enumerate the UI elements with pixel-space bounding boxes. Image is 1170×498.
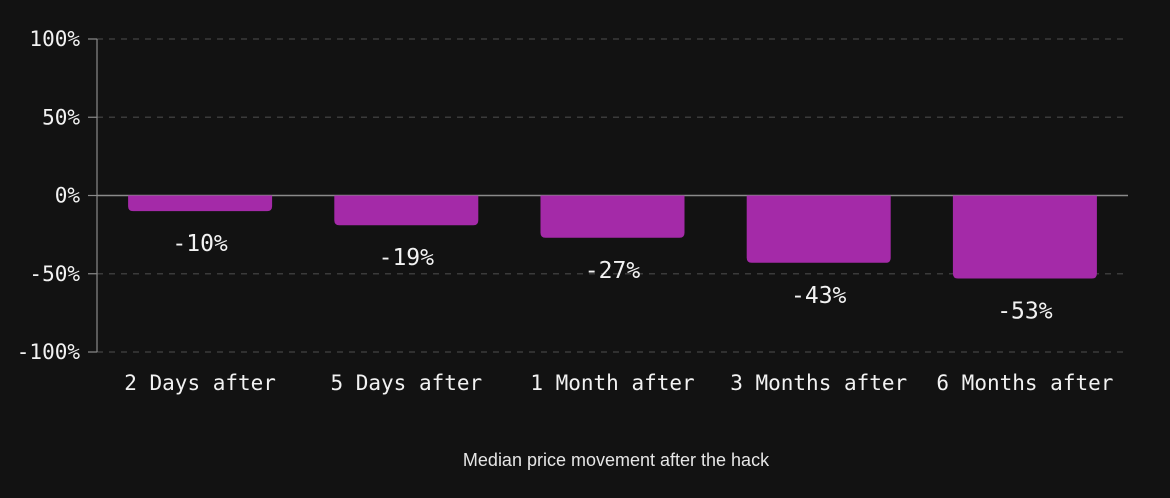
x-category-label: 2 Days after [124,371,276,395]
grid-lines [97,38,1128,353]
bar-6-months-after [952,195,1097,279]
x-category-label: 1 Month after [530,371,694,395]
bar-3-months-after [746,195,891,263]
bar-2-days-after [128,195,273,212]
chart-caption: Median price movement after the hack [462,450,770,470]
data-label: -19% [379,245,435,271]
y-tick-label: 50% [42,105,80,129]
x-category-label: 3 Months after [730,371,907,395]
bar-1-month-after [540,195,685,238]
y-tick-label: 100% [29,27,80,51]
data-label: -27% [585,258,641,284]
y-tick-labels: 100% 50% 0% -50% -100% [17,27,81,364]
x-category-labels: 2 Days after 5 Days after 1 Month after 3 M… [124,371,1113,395]
y-tick-label: 0% [55,184,81,208]
x-category-label: 6 Months after [936,371,1113,395]
y-tick-label: -100% [17,340,81,364]
y-tick-label: -50% [29,262,80,286]
data-label: -53% [997,298,1053,324]
bars [128,195,1097,279]
bar-5-days-after [334,195,479,226]
data-labels: -10% -19% -27% -43% -53% [172,231,1052,324]
data-label: -10% [172,231,228,257]
data-label: -43% [791,283,847,309]
x-category-label: 5 Days after [330,371,482,395]
